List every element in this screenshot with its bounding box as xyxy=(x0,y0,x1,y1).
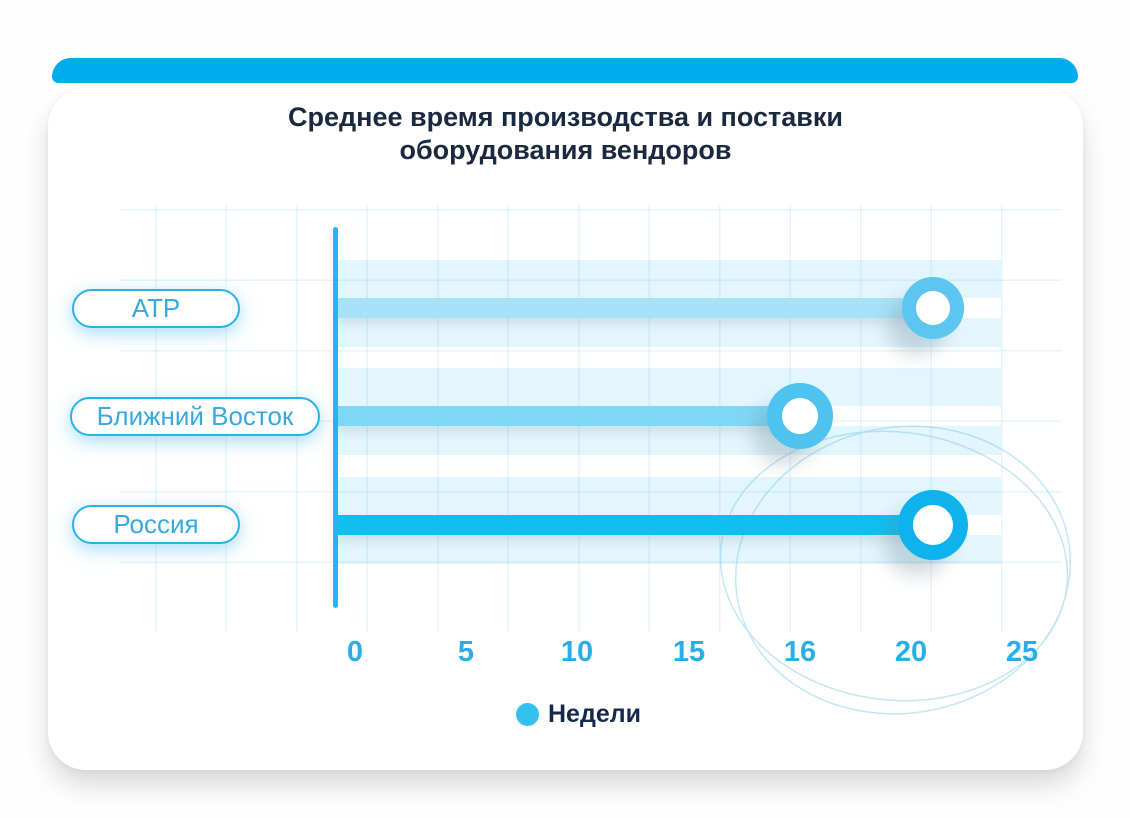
decorative-circles xyxy=(719,425,1072,715)
data-point-atr xyxy=(902,277,965,339)
x-axis-tick-5: 5 xyxy=(457,636,475,668)
x-axis-tick-10: 10 xyxy=(560,636,594,668)
legend-dot-icon xyxy=(516,703,539,726)
row-background-band xyxy=(338,477,1001,564)
legend: Недели xyxy=(516,700,641,729)
chart-card: Среднее время производства и поставки об… xyxy=(48,88,1083,770)
bar-middle-east xyxy=(338,406,800,426)
x-axis-tick-25: 25 xyxy=(1005,636,1039,668)
y-axis-baseline xyxy=(333,227,338,608)
category-pill-middle-east: Ближний Восток xyxy=(70,397,320,436)
category-label-russia: Россия xyxy=(113,509,199,539)
row-background-band xyxy=(338,260,1001,347)
x-axis-tick-20: 20 xyxy=(894,636,928,668)
top-accent-bar xyxy=(52,58,1078,83)
category-label-middle-east: Ближний Восток xyxy=(96,401,294,431)
category-label-atr: АТР xyxy=(131,293,181,323)
data-point-middle-east xyxy=(766,383,833,449)
chart-title-line-1: Среднее время производства и поставки xyxy=(288,102,843,132)
category-pill-russia: Россия xyxy=(72,505,240,544)
row-background-band xyxy=(338,368,1001,455)
x-axis-tick-15: 15 xyxy=(672,636,706,668)
chart-title: Среднее время производства и поставки об… xyxy=(48,101,1083,167)
chart-title-line-2: оборудования вендоров xyxy=(399,135,732,165)
bar-russia xyxy=(338,515,934,535)
x-axis-tick-16: 16 xyxy=(783,636,817,668)
bar-atr xyxy=(338,298,934,318)
x-axis-tick-0: 0 xyxy=(346,636,364,668)
legend-label: Недели xyxy=(548,700,641,728)
data-point-russia xyxy=(898,490,969,560)
category-pill-atr: АТР xyxy=(72,289,240,328)
